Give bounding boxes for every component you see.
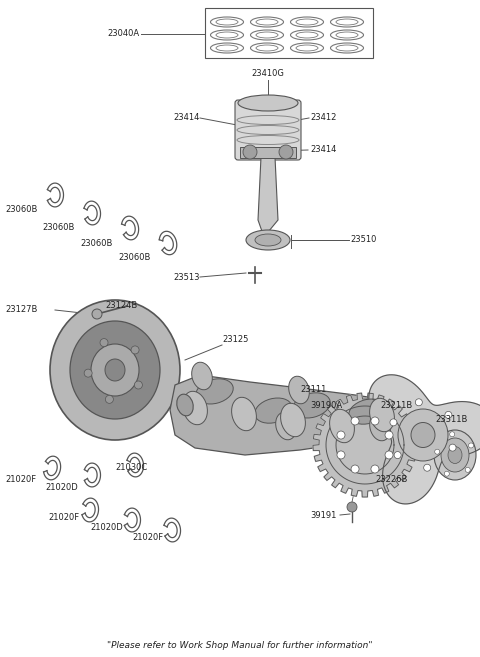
Text: 23311B: 23311B xyxy=(435,415,468,424)
Circle shape xyxy=(435,449,440,454)
Text: 23125: 23125 xyxy=(222,336,248,344)
Polygon shape xyxy=(258,157,278,237)
Circle shape xyxy=(337,451,345,459)
Text: 23410G: 23410G xyxy=(252,68,285,78)
Text: 23060B: 23060B xyxy=(118,254,150,263)
Circle shape xyxy=(371,465,379,473)
Text: 23510: 23510 xyxy=(350,235,376,244)
Circle shape xyxy=(371,417,379,425)
Circle shape xyxy=(385,451,393,459)
Ellipse shape xyxy=(293,393,330,418)
Ellipse shape xyxy=(434,430,476,480)
Text: 23513: 23513 xyxy=(173,273,200,281)
Text: 23124B: 23124B xyxy=(105,300,137,309)
Text: 21020D: 21020D xyxy=(45,482,78,491)
Polygon shape xyxy=(313,393,417,497)
Circle shape xyxy=(468,443,474,448)
Ellipse shape xyxy=(398,409,448,461)
Text: 23111: 23111 xyxy=(300,386,326,394)
Circle shape xyxy=(84,369,92,377)
Circle shape xyxy=(450,432,455,437)
Text: 21020F: 21020F xyxy=(48,514,79,522)
Text: 21020F: 21020F xyxy=(132,533,163,543)
Text: 21020D: 21020D xyxy=(90,524,123,533)
Text: 23211B: 23211B xyxy=(380,401,412,409)
Circle shape xyxy=(390,419,397,426)
Ellipse shape xyxy=(370,398,395,432)
Ellipse shape xyxy=(441,438,469,472)
Circle shape xyxy=(351,417,359,425)
Ellipse shape xyxy=(448,447,462,463)
Polygon shape xyxy=(369,374,480,504)
Ellipse shape xyxy=(177,394,193,416)
Ellipse shape xyxy=(105,359,125,381)
Ellipse shape xyxy=(246,230,290,250)
Circle shape xyxy=(92,309,102,319)
Circle shape xyxy=(279,145,293,159)
Text: 39190A: 39190A xyxy=(310,401,342,411)
Ellipse shape xyxy=(370,413,390,441)
Text: 23040A: 23040A xyxy=(108,30,140,39)
Ellipse shape xyxy=(91,344,139,396)
Bar xyxy=(240,147,296,158)
Ellipse shape xyxy=(238,95,298,111)
Text: 21020F: 21020F xyxy=(5,476,36,484)
Circle shape xyxy=(424,464,431,471)
Circle shape xyxy=(465,467,470,472)
Text: "Please refer to Work Shop Manual for further information": "Please refer to Work Shop Manual for fu… xyxy=(107,641,373,650)
Ellipse shape xyxy=(50,300,180,440)
Ellipse shape xyxy=(349,399,386,424)
Ellipse shape xyxy=(288,376,309,404)
Text: 23060B: 23060B xyxy=(80,238,112,248)
Circle shape xyxy=(394,451,401,459)
Circle shape xyxy=(134,381,143,389)
Ellipse shape xyxy=(411,422,435,447)
Ellipse shape xyxy=(330,409,354,443)
Circle shape xyxy=(449,444,456,451)
Circle shape xyxy=(347,502,357,512)
Ellipse shape xyxy=(70,321,160,419)
Circle shape xyxy=(106,396,113,403)
Text: 23414: 23414 xyxy=(174,114,200,122)
Ellipse shape xyxy=(276,412,296,440)
Ellipse shape xyxy=(281,403,305,437)
Ellipse shape xyxy=(182,392,207,424)
Circle shape xyxy=(444,471,449,476)
Circle shape xyxy=(385,431,393,439)
Text: 23060B: 23060B xyxy=(42,223,74,233)
Ellipse shape xyxy=(196,379,233,404)
Text: 21030C: 21030C xyxy=(115,463,147,472)
Polygon shape xyxy=(170,375,410,455)
Circle shape xyxy=(131,346,139,354)
Text: 23060B: 23060B xyxy=(5,206,37,214)
Bar xyxy=(205,8,373,58)
Ellipse shape xyxy=(255,398,292,423)
Circle shape xyxy=(351,465,359,473)
Ellipse shape xyxy=(232,397,256,431)
FancyBboxPatch shape xyxy=(235,100,301,160)
Circle shape xyxy=(100,338,108,347)
Text: 23414: 23414 xyxy=(310,145,336,154)
Text: 23127B: 23127B xyxy=(5,306,37,315)
Ellipse shape xyxy=(192,362,212,390)
Ellipse shape xyxy=(255,234,281,246)
Text: 23412: 23412 xyxy=(310,114,336,122)
Circle shape xyxy=(415,399,422,406)
Circle shape xyxy=(445,411,452,419)
Circle shape xyxy=(337,431,345,439)
Text: 23226B: 23226B xyxy=(375,476,408,484)
Text: 39191: 39191 xyxy=(310,510,336,520)
Circle shape xyxy=(243,145,257,159)
